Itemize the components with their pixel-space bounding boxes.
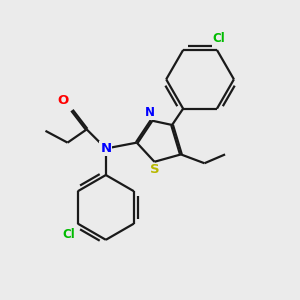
Text: Cl: Cl (62, 228, 75, 241)
Text: S: S (150, 163, 159, 176)
Text: Cl: Cl (212, 32, 225, 45)
Text: N: N (100, 142, 111, 155)
Text: N: N (145, 106, 155, 119)
Text: O: O (58, 94, 69, 107)
